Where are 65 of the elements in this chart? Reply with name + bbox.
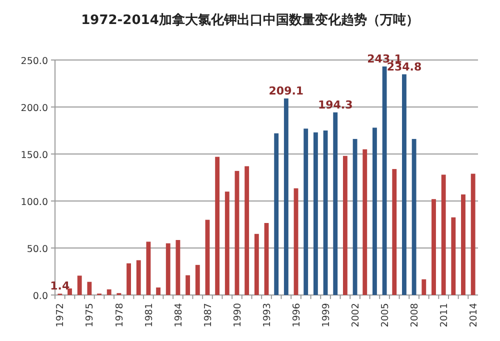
bar [264,222,269,295]
bar [136,260,141,295]
x-tick-label: 1981 [144,303,155,328]
bar [461,194,466,295]
bar [333,112,338,295]
y-tick-label: 50.0 [26,244,48,255]
bar [234,170,240,295]
x-tick-label: 2011 [438,303,450,328]
x-tick-label: 2014 [468,303,480,328]
y-tick-label: 0.0 [32,291,48,302]
bar [274,133,279,295]
bar [402,74,406,295]
bar [451,217,456,295]
bar [215,156,220,295]
y-tick-label: 100.0 [20,197,48,208]
y-tick-label: 200.0 [20,103,48,114]
data-label: 1.4 [50,280,70,293]
bar [126,263,131,295]
x-tick-label: 2005 [380,303,391,328]
bar [205,220,210,295]
bar [224,192,230,295]
bar [186,275,190,295]
bar [372,128,377,295]
x-tick-label: 2002 [350,303,362,328]
bar [412,138,416,295]
bar [195,264,200,295]
bar [422,279,426,295]
bar [304,128,308,295]
x-tick-label: 1987 [202,303,214,328]
bar [68,288,72,295]
x-tick-label: 1978 [114,303,126,328]
bar [156,287,161,295]
y-tick-label: 250.0 [20,56,48,67]
data-label: 194.3 [318,98,353,112]
x-tick-label: 1996 [291,303,302,328]
bar [313,132,318,295]
bar [294,188,298,295]
data-label: 209.1 [268,84,304,98]
chart-title: 1972-2014加拿大氯化钾出口中国数量变化趋势（万吨） [81,12,419,28]
x-tick-label: 2008 [409,303,420,328]
bar [77,276,82,295]
y-tick-label: 150.0 [20,150,48,161]
bar [392,169,397,295]
bar [323,130,328,295]
bar [362,149,368,295]
bar [176,240,180,295]
x-tick-label: 1972 [55,303,66,328]
bar [244,166,250,295]
x-tick-label: 1975 [84,303,96,328]
bar [432,199,436,295]
bar [106,289,112,295]
bar [470,174,476,295]
bar [166,243,170,295]
bar [441,174,446,295]
bar [146,242,151,295]
bar [352,138,358,295]
bar [87,282,92,295]
bar [284,98,288,295]
bar [254,234,259,295]
x-tick-label: 1999 [320,303,332,328]
x-tick-label: 1993 [262,303,273,328]
x-tick-label: 1984 [173,303,184,328]
x-tick-label: 1990 [232,303,244,328]
bar [382,66,387,295]
bar [342,156,348,295]
